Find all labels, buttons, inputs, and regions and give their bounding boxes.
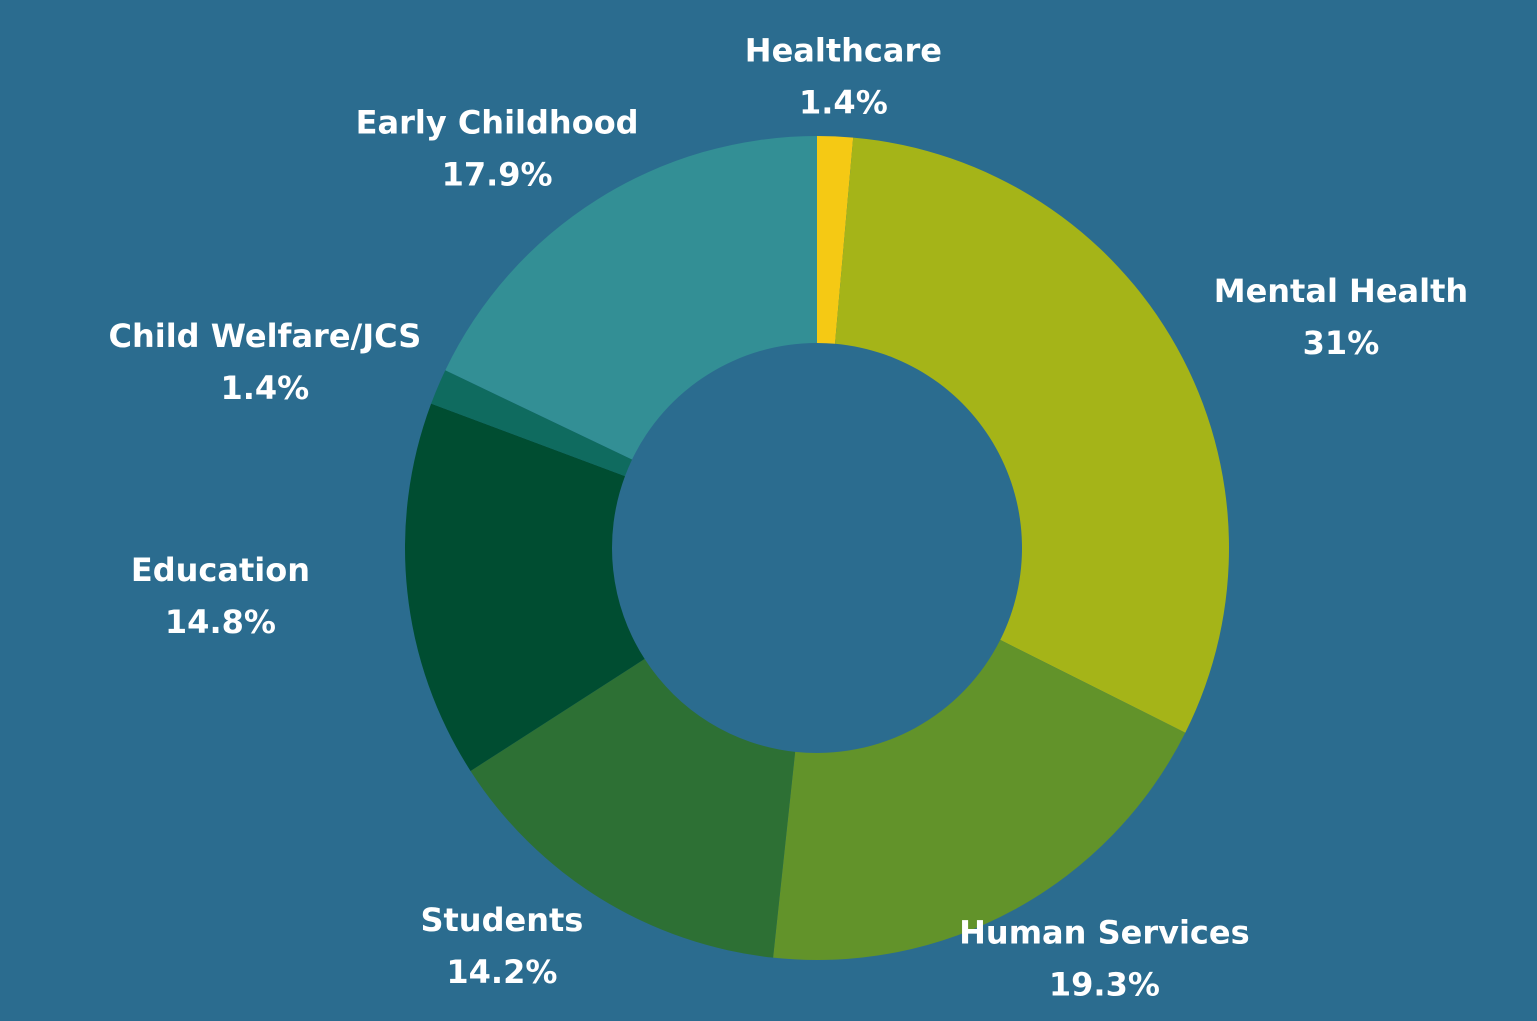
value-label: 1.4% xyxy=(220,369,309,407)
donut-slice xyxy=(817,136,854,344)
slice-label: Education xyxy=(131,551,310,589)
value-label: 19.3% xyxy=(1049,966,1160,1004)
value-label: 1.4% xyxy=(799,83,888,121)
slice-label: Mental Health xyxy=(1214,272,1468,310)
donut-slice xyxy=(773,639,1186,960)
donut-slice xyxy=(405,403,645,771)
slice-label: Human Services xyxy=(959,914,1250,952)
value-label: 17.9% xyxy=(442,155,553,193)
donut-slice xyxy=(470,658,796,958)
donut-slice xyxy=(431,370,633,477)
slice-label: Students xyxy=(420,901,583,939)
donut-slice xyxy=(835,137,1229,733)
value-label: 14.2% xyxy=(446,953,557,991)
slice-label: Child Welfare/JCS xyxy=(108,317,421,355)
value-label: 31% xyxy=(1303,324,1380,362)
slice-label: Early Childhood xyxy=(356,103,639,141)
slice-label: Healthcare xyxy=(745,31,942,69)
donut-slice xyxy=(445,136,817,460)
value-label: 14.8% xyxy=(165,603,276,641)
